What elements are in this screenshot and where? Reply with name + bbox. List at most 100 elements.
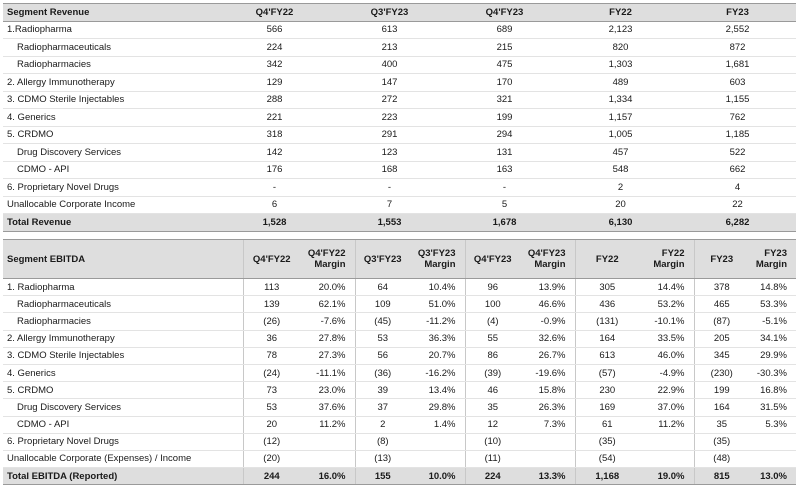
cell-value: 603 <box>679 73 796 92</box>
cell-value: 230 <box>574 381 639 400</box>
cell-value: 51.0% <box>410 295 465 314</box>
cell-value: 457 <box>562 143 679 162</box>
cell-value: 11.2% <box>300 416 355 434</box>
cell-value: 56 <box>354 347 410 365</box>
cell-value: - <box>217 178 332 197</box>
cell-value: 345 <box>693 347 749 365</box>
table-row: CDMO - API 176 168 163 548 662 <box>3 161 796 179</box>
cell-value: -5.1% <box>749 312 796 331</box>
cell-value: 16.8% <box>749 381 796 400</box>
cell-value: 465 <box>693 295 749 314</box>
cell-value: 199 <box>447 108 562 127</box>
cell-value: 20 <box>562 196 679 214</box>
cell-value: 22.9% <box>639 381 694 400</box>
cell-value: 662 <box>679 161 796 179</box>
cell-value: 872 <box>679 38 796 57</box>
column-header: Q3'FY23 <box>354 239 410 279</box>
cell-value: 1,334 <box>562 91 679 109</box>
cell-value: 27.3% <box>300 347 355 365</box>
table-row: 3. CDMO Sterile Injectables 288 272 321 1,33… <box>3 91 796 109</box>
cell-value: 223 <box>332 108 447 127</box>
cell-value: 36.3% <box>410 330 465 348</box>
cell-value: 31.5% <box>749 398 796 417</box>
table-row: CDMO - API 20 11.2% 2 1.4% 12 7.3% 61 11.2% 35 5.3… <box>3 416 796 434</box>
cell-value: 815 <box>693 467 749 486</box>
cell-value: 475 <box>447 56 562 74</box>
cell-value: 489 <box>562 73 679 92</box>
cell-value: 1,678 <box>447 213 562 232</box>
row-label: 4. Generics <box>3 364 243 383</box>
table-row: 4. Generics (24) -11.1% (36) -16.2% (39) -19.6… <box>3 364 796 383</box>
cell-value: 26.3% <box>520 398 575 417</box>
cell-value: 53 <box>242 398 300 417</box>
row-label: 5. CRDMO <box>3 126 217 144</box>
cell-value: 36 <box>242 330 300 348</box>
cell-value: (24) <box>242 364 300 383</box>
cell-value: (10) <box>464 433 520 451</box>
cell-value: (35) <box>574 433 639 451</box>
segment-ebitda-table: Segment EBITDA Q4'FY22 Q4'FY22 Margin Q3'FY2… <box>3 239 796 486</box>
cell-value <box>410 450 465 469</box>
cell-value: -16.2% <box>410 364 465 383</box>
cell-value: 5.3% <box>749 416 796 434</box>
cell-value: 176 <box>217 161 332 179</box>
cell-value: 1,528 <box>217 213 332 232</box>
table-row: Radiopharmacies 342 400 475 1,303 1,681 <box>3 56 796 74</box>
cell-value: 131 <box>447 143 562 162</box>
column-header: Q4'FY23 Margin <box>520 239 575 279</box>
cell-value: -4.9% <box>639 364 694 383</box>
cell-value: 164 <box>693 398 749 417</box>
cell-value: 288 <box>217 91 332 109</box>
cell-value: 400 <box>332 56 447 74</box>
cell-value: 224 <box>217 38 332 57</box>
cell-value <box>410 433 465 451</box>
column-header: FY23 <box>679 3 796 22</box>
cell-value: (39) <box>464 364 520 383</box>
row-label: Radiopharmaceuticals <box>3 295 243 314</box>
cell-value: 46.0% <box>639 347 694 365</box>
row-label: Drug Discovery Services <box>3 398 243 417</box>
ebitda-header-row: Segment EBITDA Q4'FY22 Q4'FY22 Margin Q3'FY2… <box>3 239 796 279</box>
cell-value: 205 <box>693 330 749 348</box>
row-label: 6. Proprietary Novel Drugs <box>3 178 217 197</box>
cell-value: 5 <box>447 196 562 214</box>
cell-value: 11.2% <box>639 416 694 434</box>
cell-value: 168 <box>332 161 447 179</box>
cell-value: 46.6% <box>520 295 575 314</box>
cell-value: 436 <box>574 295 639 314</box>
cell-value: 522 <box>679 143 796 162</box>
row-label: 3. CDMO Sterile Injectables <box>3 91 217 109</box>
cell-value: - <box>332 178 447 197</box>
cell-value: 55 <box>464 330 520 348</box>
column-header: Q4'FY22 <box>242 239 300 279</box>
column-header: Q3'FY23 Margin <box>410 239 465 279</box>
row-label: 2. Allergy Immunotherapy <box>3 73 217 92</box>
cell-value: 20 <box>242 416 300 434</box>
table-row: 1.Radiopharma 566 613 689 2,123 2,552 <box>3 21 796 39</box>
cell-value: 33.5% <box>639 330 694 348</box>
column-header: FY22 <box>562 3 679 22</box>
cell-value <box>520 450 575 469</box>
cell-value: 6,130 <box>562 213 679 232</box>
cell-value: 1,303 <box>562 56 679 74</box>
table-row: 2. Allergy Immunotherapy 36 27.8% 53 36.3% 55… <box>3 330 796 348</box>
cell-value <box>520 433 575 451</box>
cell-value: 10.4% <box>410 278 465 297</box>
row-label: Radiopharmaceuticals <box>3 38 217 57</box>
total-row: Total Revenue 1,528 1,553 1,678 6,130 6,282 <box>3 213 796 232</box>
cell-value: 20.0% <box>300 278 355 297</box>
cell-value: 53 <box>354 330 410 348</box>
table-row: Drug Discovery Services 142 123 131 457 522 <box>3 143 796 162</box>
cell-value: 1,157 <box>562 108 679 127</box>
cell-value: 163 <box>447 161 562 179</box>
row-label: 5. CRDMO <box>3 381 243 400</box>
cell-value: 10.0% <box>410 467 465 486</box>
cell-value: -7.6% <box>300 312 355 331</box>
cell-value: (54) <box>574 450 639 469</box>
cell-value: 12 <box>464 416 520 434</box>
cell-value: 1,005 <box>562 126 679 144</box>
row-label: Radiopharmacies <box>3 56 217 74</box>
column-header: FY23 <box>693 239 749 279</box>
cell-value: 129 <box>217 73 332 92</box>
cell-value: 2,123 <box>562 21 679 39</box>
